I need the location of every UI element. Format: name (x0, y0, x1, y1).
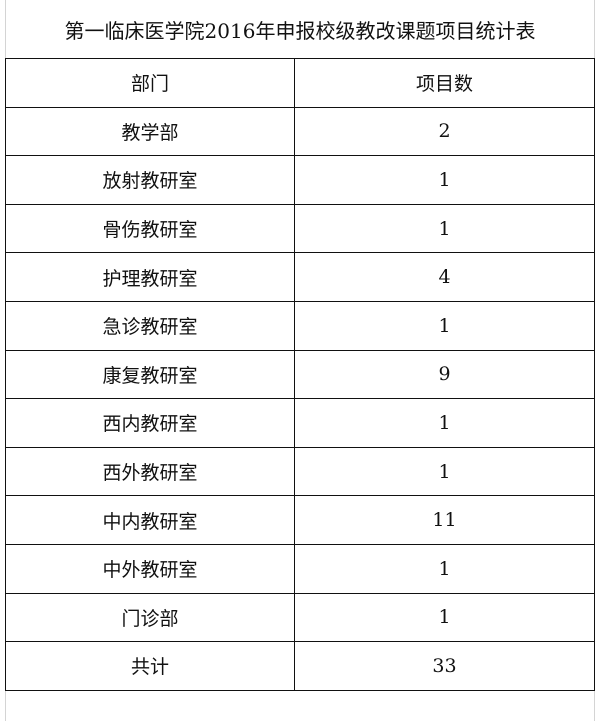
department-cell: 康复教研室 (5, 349, 295, 400)
department-cell: 骨伤教研室 (5, 203, 295, 254)
department-cell: 西外教研室 (5, 446, 295, 497)
count-cell: 1 (294, 155, 595, 205)
statistics-table: 部门 项目数 教学部 2 放射教研室 1 骨伤教研室 1 护理教研室 4 急诊教研室 1 康复教研室… (5, 58, 595, 691)
department-cell: 门诊部 (5, 592, 295, 643)
header-row: 部门 项目数 (5, 58, 595, 108)
table-row: 康复教研室 9 (5, 349, 595, 400)
count-cell: 1 (294, 300, 595, 351)
count-cell: 4 (294, 252, 595, 302)
count-cell: 11 (294, 495, 595, 545)
table-row: 西内教研室 1 (5, 398, 595, 448)
table-title: 第一临床医学院2016年申报校级教改课题项目统计表 (64, 18, 536, 43)
count-cell: 9 (294, 349, 595, 400)
department-cell: 中外教研室 (5, 543, 295, 594)
table-row: 中内教研室 11 (5, 495, 595, 545)
count-cell: 1 (294, 203, 595, 254)
total-count: 33 (294, 641, 595, 691)
department-cell: 教学部 (5, 106, 295, 157)
table-row: 护理教研室 4 (5, 252, 595, 302)
department-cell: 放射教研室 (5, 155, 295, 205)
count-cell: 1 (294, 398, 595, 448)
table-row: 中外教研室 1 (5, 543, 595, 594)
table-row: 教学部 2 (5, 106, 595, 157)
table-row: 门诊部 1 (5, 592, 595, 643)
department-cell: 急诊教研室 (5, 300, 295, 351)
department-cell: 护理教研室 (5, 252, 295, 302)
total-label: 共计 (5, 641, 295, 691)
gridline (594, 0, 595, 721)
table-row: 放射教研室 1 (5, 155, 595, 205)
table-row: 西外教研室 1 (5, 446, 595, 497)
table-row: 急诊教研室 1 (5, 300, 595, 351)
header-department: 部门 (5, 58, 295, 108)
department-cell: 西内教研室 (5, 398, 295, 448)
count-cell: 1 (294, 543, 595, 594)
count-cell: 1 (294, 446, 595, 497)
count-cell: 1 (294, 592, 595, 643)
total-row: 共计 33 (5, 641, 595, 691)
department-cell: 中内教研室 (5, 495, 295, 545)
count-cell: 2 (294, 106, 595, 157)
table-row: 骨伤教研室 1 (5, 203, 595, 254)
header-count: 项目数 (294, 58, 595, 108)
